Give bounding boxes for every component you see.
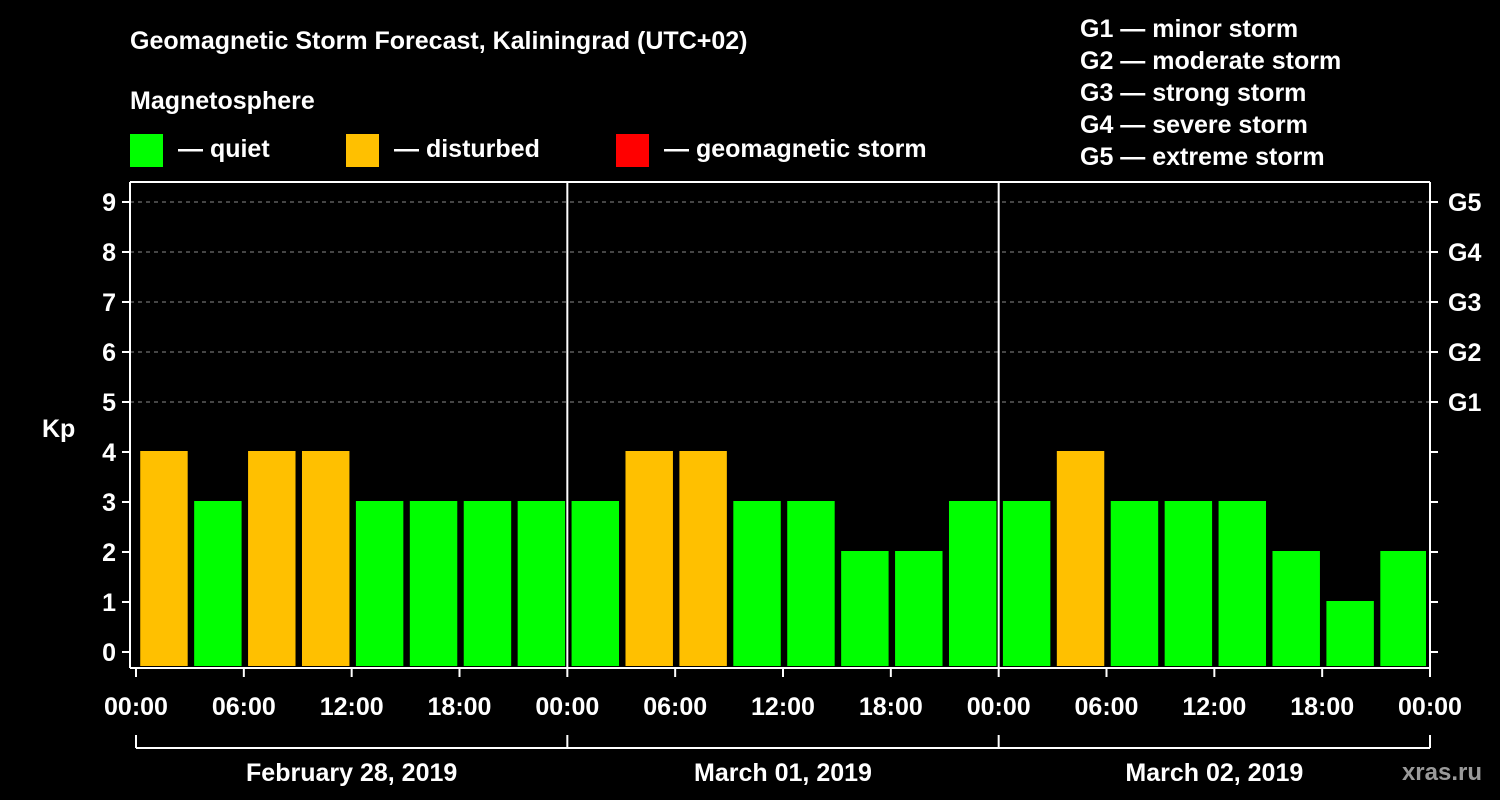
x-tick-label: 18:00 — [1290, 693, 1354, 721]
bar — [1164, 501, 1213, 666]
bar — [140, 451, 188, 666]
bar — [1218, 501, 1267, 666]
bar — [194, 501, 242, 666]
legend-swatch-storm — [616, 134, 649, 167]
storm-scale-legend: G1 — minor storm G2 — moderate storm G3 … — [1080, 15, 1341, 171]
scale-g3: G3 — strong storm — [1080, 79, 1306, 107]
bar — [787, 501, 835, 666]
day-label: March 01, 2019 — [694, 759, 872, 787]
grid-lines — [130, 201, 1430, 403]
right-tick-label: G1 — [1448, 389, 1481, 417]
y-tick-label: 1 — [102, 589, 116, 617]
right-tick-label: G5 — [1448, 189, 1481, 217]
bars — [140, 451, 1426, 666]
legend-swatch-quiet — [130, 134, 163, 167]
x-tick-label: 00:00 — [967, 693, 1031, 721]
day-label: March 02, 2019 — [1125, 759, 1303, 787]
y-tick-label: 6 — [102, 339, 116, 367]
x-tick-label: 00:00 — [1398, 693, 1462, 721]
bar — [1110, 501, 1159, 666]
bar — [1272, 551, 1320, 666]
y-tick-label: 3 — [102, 489, 116, 517]
x-tick-label: 06:00 — [1075, 693, 1139, 721]
bar — [355, 501, 404, 666]
x-tick-label: 18:00 — [428, 693, 492, 721]
chart-title: Geomagnetic Storm Forecast, Kaliningrad … — [130, 27, 748, 55]
bar — [733, 501, 781, 666]
x-tick-label: 06:00 — [212, 693, 276, 721]
right-ticks: G1 G2 G3 G4 G5 — [1430, 189, 1481, 653]
bar — [1056, 451, 1105, 666]
x-tick-label: 12:00 — [320, 693, 384, 721]
day-label: February 28, 2019 — [246, 759, 457, 787]
right-tick-label: G4 — [1448, 239, 1481, 267]
x-tick-label: 06:00 — [643, 693, 707, 721]
y-axis-label: Kp — [42, 415, 75, 443]
x-tick-label: 00:00 — [104, 693, 168, 721]
y-tick-label: 7 — [102, 289, 116, 317]
x-tick-label: 12:00 — [751, 693, 815, 721]
scale-g1: G1 — minor storm — [1080, 15, 1298, 43]
bar — [301, 451, 350, 666]
scale-g2: G2 — moderate storm — [1080, 47, 1341, 75]
right-tick-label: G2 — [1448, 339, 1481, 367]
bar — [841, 551, 889, 666]
bar — [248, 451, 296, 666]
x-ticks: 00:00 06:00 12:00 18:00 00:00 06:00 12:00 18:00… — [104, 668, 1462, 721]
x-tick-label: 18:00 — [859, 693, 923, 721]
bar — [679, 451, 727, 666]
y-tick-label: 2 — [102, 539, 116, 567]
legend-label-quiet: — quiet — [178, 135, 270, 163]
y-tick-label: 8 — [102, 239, 116, 267]
bar — [625, 451, 673, 666]
status-legend: — quiet — disturbed — geomagnetic storm — [130, 134, 927, 167]
legend-label-disturbed: — disturbed — [394, 135, 540, 163]
legend-label-storm: — geomagnetic storm — [664, 135, 927, 163]
y-ticks: 0 1 2 3 4 5 6 7 8 9 — [102, 189, 130, 667]
bar — [895, 551, 943, 666]
bar — [1326, 601, 1374, 666]
bar — [517, 501, 566, 666]
y-tick-label: 4 — [102, 439, 116, 467]
bar — [948, 501, 997, 666]
bar — [463, 501, 512, 666]
bar — [1002, 501, 1051, 666]
right-tick-label: G3 — [1448, 289, 1481, 317]
legend-swatch-disturbed — [346, 134, 379, 167]
bar — [571, 501, 620, 666]
bar — [1380, 551, 1426, 666]
x-tick-label: 00:00 — [535, 693, 599, 721]
watermark: xras.ru — [1402, 759, 1482, 786]
y-tick-label: 9 — [102, 189, 116, 217]
y-tick-label: 0 — [102, 639, 116, 667]
bar — [409, 501, 458, 666]
scale-g5: G5 — extreme storm — [1080, 143, 1325, 171]
day-labels: February 28, 2019 March 01, 2019 March 02,… — [135, 735, 1431, 787]
y-tick-label: 5 — [102, 389, 116, 417]
scale-g4: G4 — severe storm — [1080, 111, 1308, 139]
legend-title: Magnetosphere — [130, 87, 315, 115]
x-tick-label: 12:00 — [1182, 693, 1246, 721]
